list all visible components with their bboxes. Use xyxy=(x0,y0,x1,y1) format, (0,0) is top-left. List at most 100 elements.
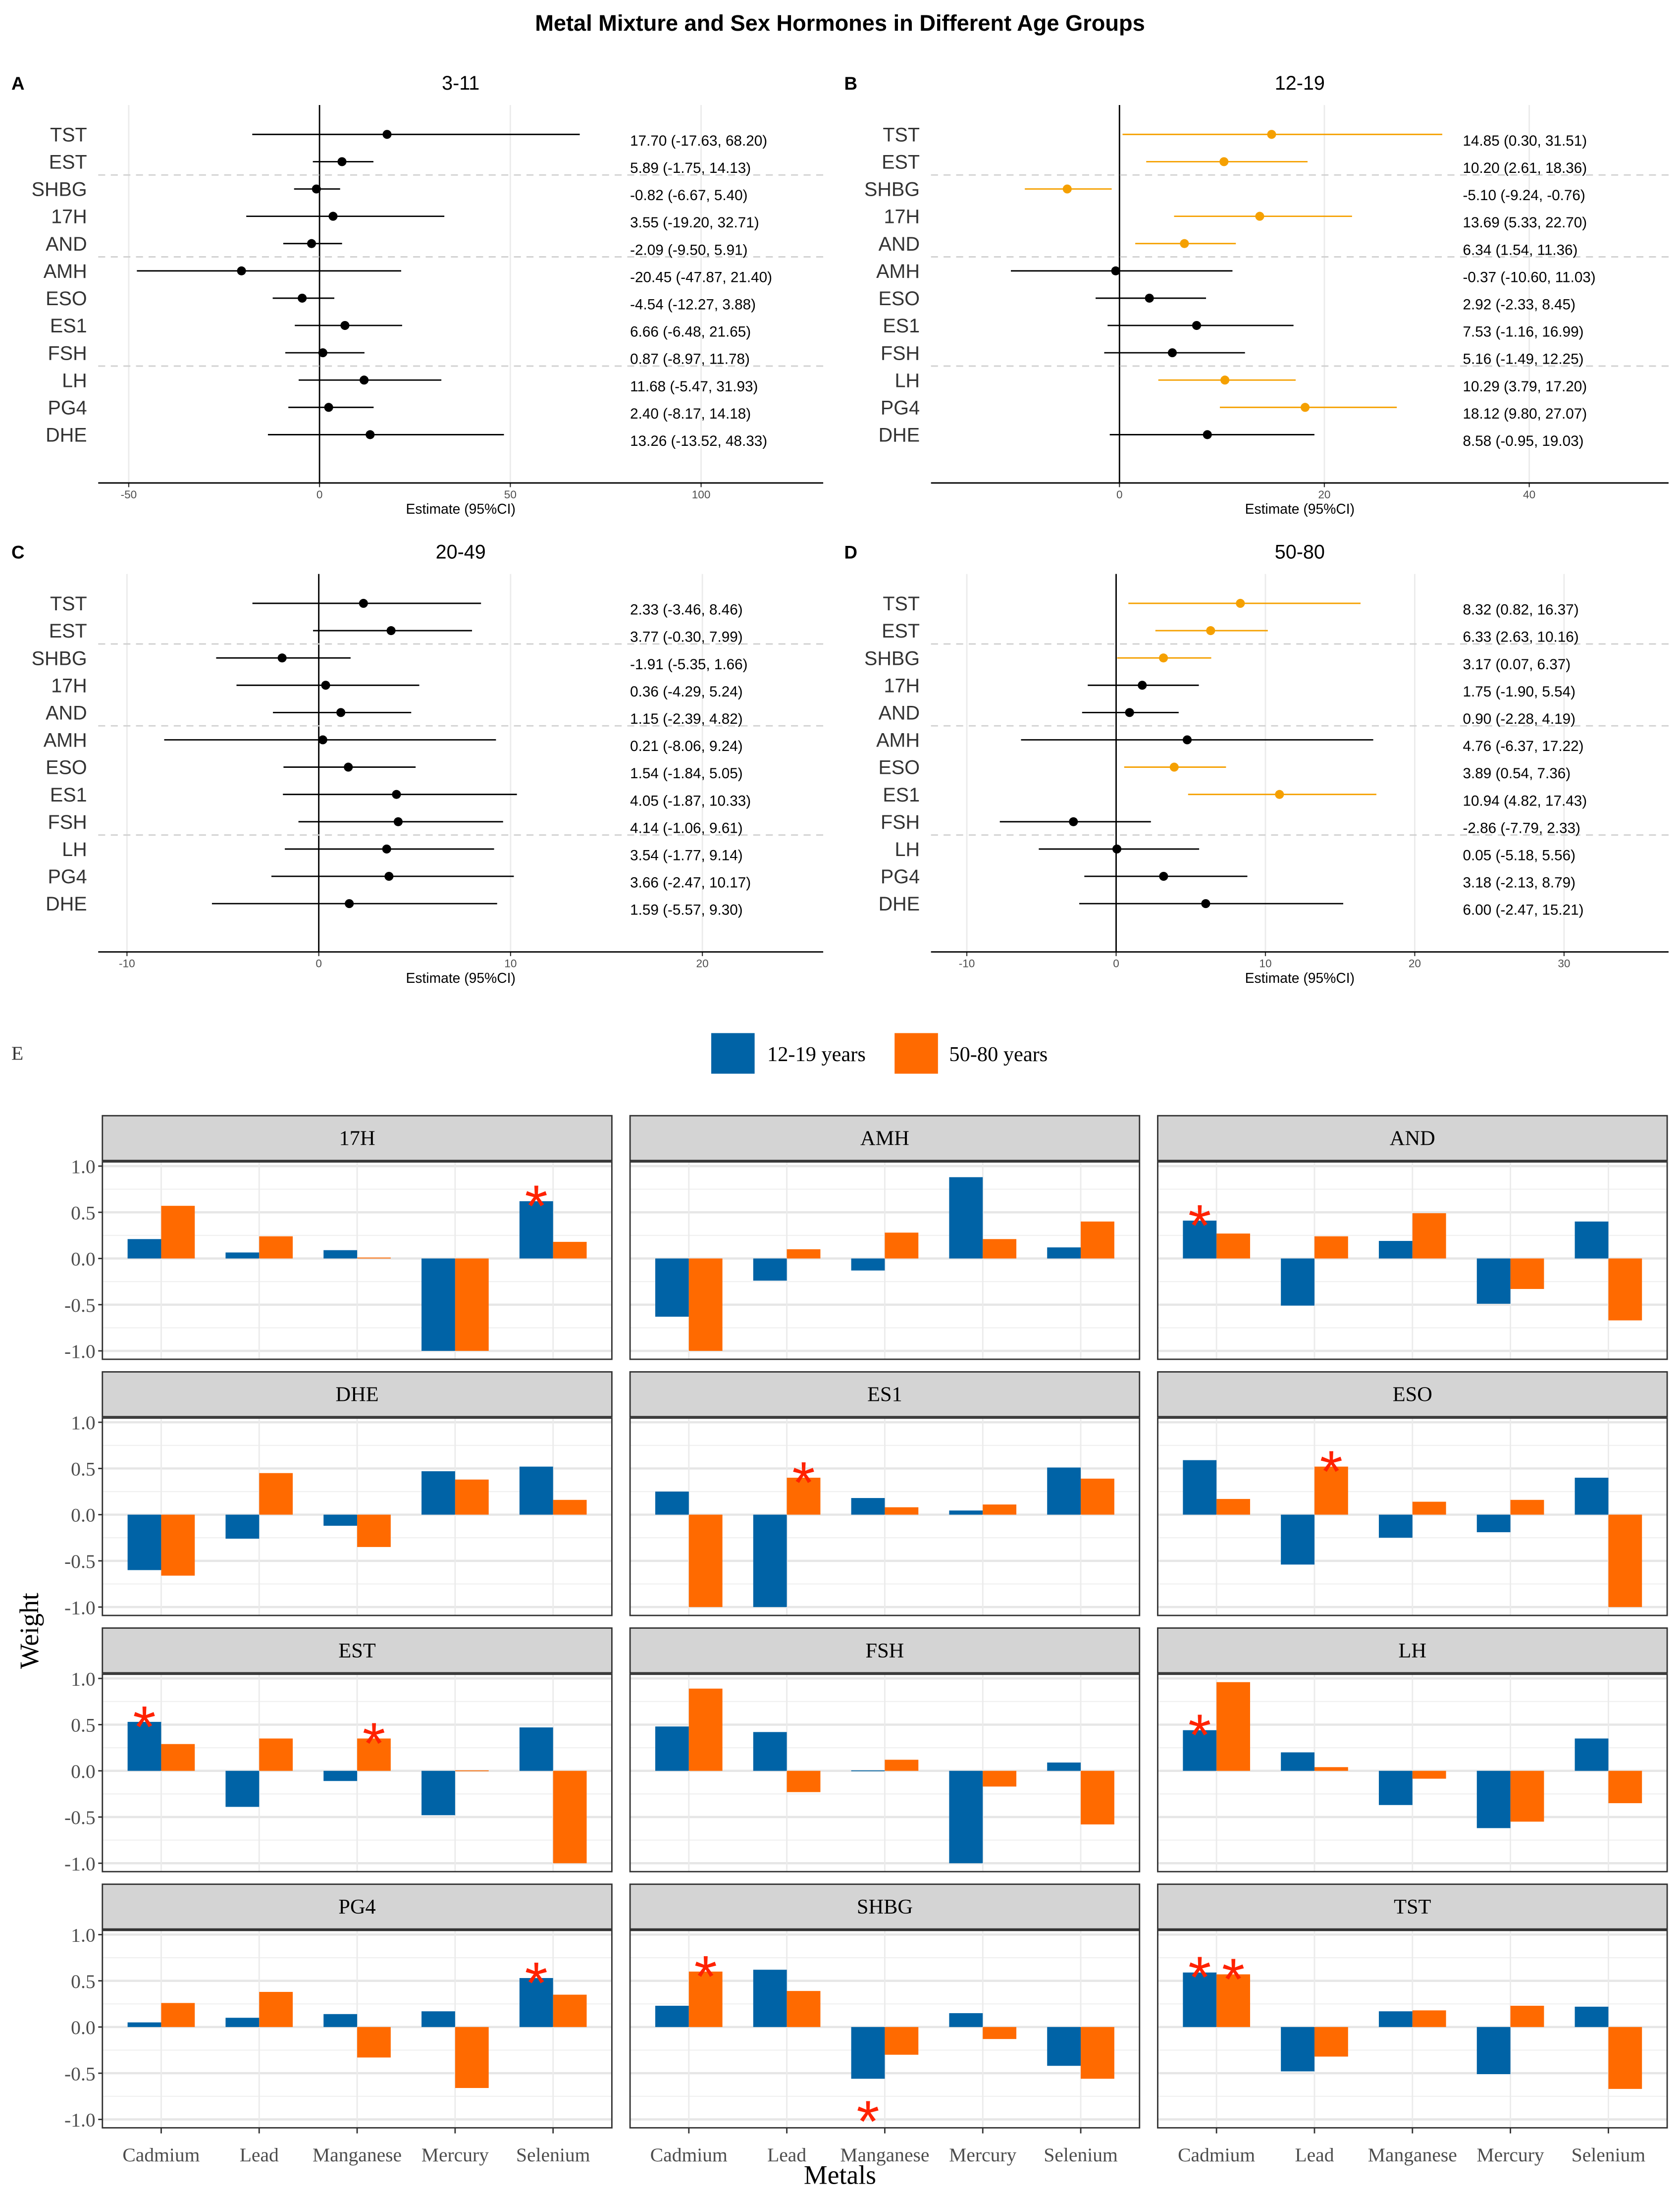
row-label: EST xyxy=(49,620,87,642)
estimate-point xyxy=(1203,430,1212,439)
estimate-point xyxy=(359,598,368,608)
bar-series-50-80-cadmium xyxy=(1216,1974,1250,2027)
row-label: TST xyxy=(883,124,920,146)
facet-border xyxy=(1157,1161,1668,1360)
bar-series-12-19-lead xyxy=(225,1770,260,1807)
row-label: SHBG xyxy=(32,179,87,201)
x-tick-label: 20 xyxy=(696,958,709,970)
estimate-text: 3.18 (-2.13, 8.79) xyxy=(1463,875,1576,891)
row-label: EST xyxy=(49,152,87,173)
row-label: EST xyxy=(882,152,920,173)
estimate-text: 8.32 (0.82, 16.37) xyxy=(1463,602,1579,618)
bar-series-50-80-manganese xyxy=(357,1257,391,1259)
facet-border xyxy=(102,1929,613,2129)
estimate-point xyxy=(298,293,307,303)
estimate-point xyxy=(386,626,396,636)
y-tick-label: 1.0 xyxy=(71,1668,95,1690)
facet-strip xyxy=(102,1115,613,1162)
bar-series-50-80-cadmium xyxy=(688,1514,723,1607)
bar-series-12-19-manganese xyxy=(1378,1241,1413,1259)
bar-series-12-19-selenium xyxy=(1047,1762,1081,1771)
row-label: EST xyxy=(882,620,920,642)
bar-series-50-80-cadmium xyxy=(688,1971,723,2027)
figure-title: Metal Mixture and Sex Hormones in Differ… xyxy=(535,10,1145,36)
facet-17h: 17H * 1.0 0.5 0.0 -0.5 -1.0 xyxy=(64,1115,613,1362)
estimate-point xyxy=(344,762,353,772)
facet-border xyxy=(102,1673,613,1873)
bar-series-12-19-mercury xyxy=(949,2013,983,2027)
estimate-point xyxy=(1267,130,1276,139)
bar-series-50-80-selenium xyxy=(1081,1478,1114,1515)
x-tick-label: Cadmium xyxy=(122,2144,200,2166)
bar-series-50-80-manganese xyxy=(357,1514,391,1547)
bar-series-12-19-selenium xyxy=(1575,1221,1609,1259)
bar-series-50-80-selenium xyxy=(1081,2027,1114,2079)
estimate-text: 2.92 (-2.33, 8.45) xyxy=(1463,297,1576,313)
facet-title: 17H xyxy=(339,1127,375,1150)
facet-strip xyxy=(102,1371,613,1418)
panel-label: D xyxy=(844,542,857,563)
legend-label: 50-80 years xyxy=(949,1043,1048,1066)
x-tick-label: Manganese xyxy=(840,2144,929,2166)
y-tick-label: 0.0 xyxy=(71,1248,95,1270)
bar-series-50-80-manganese xyxy=(885,2027,919,2055)
estimate-text: 3.17 (0.07, 6.37) xyxy=(1463,656,1571,673)
y-tick-label: 0.0 xyxy=(71,1504,95,1526)
estimate-point xyxy=(1301,403,1310,412)
forest-panel-c: C 20-49 -10 0 10 20 Estimate (95%CI) TST 2.33 (-… xyxy=(11,541,824,986)
bar-series-50-80-mercury xyxy=(983,2027,1017,2039)
row-label: ESO xyxy=(46,757,87,779)
row-label: TST xyxy=(50,124,87,146)
row-label: PG4 xyxy=(881,866,920,888)
significance-asterisk: * xyxy=(363,1711,385,1776)
row-label: SHBG xyxy=(864,647,920,669)
facet-dhe: DHE 1.0 0.5 0.0 -0.5 -1.0 xyxy=(64,1371,613,1618)
estimate-text: 3.66 (-2.47, 10.17) xyxy=(630,875,751,891)
row-label: ES1 xyxy=(883,315,920,337)
estimate-text: -1.91 (-5.35, 1.66) xyxy=(630,656,747,673)
bar-series-50-80-lead xyxy=(1314,2027,1348,2057)
bar-series-12-19-manganese xyxy=(1378,1514,1413,1538)
estimate-point xyxy=(1182,735,1192,745)
y-tick-label: -0.5 xyxy=(64,2063,96,2085)
estimate-point xyxy=(1159,653,1168,663)
bar-series-50-80-mercury xyxy=(455,2027,489,2088)
estimate-point xyxy=(1138,681,1147,690)
row-label: ES1 xyxy=(883,784,920,806)
bar-series-50-80-lead xyxy=(787,1478,821,1515)
bar-series-12-19-selenium xyxy=(519,1978,553,2027)
bar-series-50-80-lead xyxy=(787,1249,821,1259)
y-axis-title: Weight xyxy=(14,1593,44,1669)
estimate-text: 4.05 (-1.87, 10.33) xyxy=(630,793,751,809)
bar-series-12-19-cadmium xyxy=(127,1514,161,1570)
bar-series-12-19-manganese xyxy=(851,1770,885,1771)
bar-series-50-80-selenium xyxy=(553,1994,587,2027)
significance-asterisk: * xyxy=(1188,1945,1211,2011)
facet-border xyxy=(629,1161,1141,1360)
legend-label: 12-19 years xyxy=(767,1043,866,1066)
bar-series-12-19-mercury xyxy=(1476,1770,1511,1828)
estimate-text: 18.12 (9.80, 27.07) xyxy=(1463,406,1587,422)
facet-eso: ESO * xyxy=(1157,1371,1668,1616)
panel-label: E xyxy=(11,1042,23,1064)
row-label: 17H xyxy=(51,675,87,696)
y-tick-label: 1.0 xyxy=(71,1412,95,1434)
legend-swatch-50-80 xyxy=(894,1033,938,1074)
bar-series-12-19-lead xyxy=(225,1252,260,1259)
bar-series-50-80-selenium xyxy=(1608,1258,1642,1321)
estimate-text: 10.29 (3.79, 17.20) xyxy=(1463,378,1587,395)
bar-series-12-19-lead xyxy=(753,1514,787,1607)
bar-series-50-80-mercury xyxy=(1510,1258,1544,1289)
bar-series-50-80-lead xyxy=(787,1991,821,2027)
bar-series-12-19-mercury xyxy=(1476,1258,1511,1304)
x-axis-title: Estimate (95%CI) xyxy=(1245,970,1355,986)
row-label: ESO xyxy=(46,288,87,310)
facet-tst: TST * * Cadmium Lead Manganese Mercury Selenium xyxy=(1157,1883,1668,2166)
bar-series-50-80-cadmium xyxy=(688,1258,723,1351)
x-tick-label: 0 xyxy=(315,958,322,970)
bar-series-50-80-selenium xyxy=(1608,1514,1642,1607)
estimate-point xyxy=(1145,293,1154,303)
facet-title: AND xyxy=(1390,1127,1435,1150)
estimate-point xyxy=(1192,321,1202,330)
